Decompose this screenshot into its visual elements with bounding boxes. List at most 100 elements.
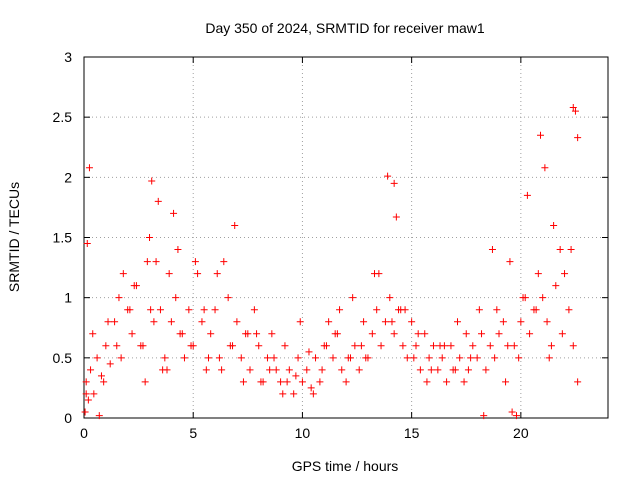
data-point [574, 134, 582, 142]
data-point [381, 318, 389, 326]
data-point [191, 258, 199, 266]
data-point [325, 318, 333, 326]
data-point [146, 234, 154, 241]
data-point [294, 354, 302, 362]
data-point [246, 366, 254, 374]
data-point [388, 318, 396, 326]
data-point [416, 366, 424, 374]
data-point [220, 258, 228, 266]
data-point [130, 282, 138, 290]
data-point [349, 294, 357, 302]
data-point [111, 318, 119, 326]
data-point [569, 342, 577, 350]
data-point [239, 378, 247, 386]
data-point [85, 164, 93, 172]
data-point [556, 246, 564, 254]
data-point [154, 197, 162, 205]
data-point [139, 342, 147, 350]
data-point [215, 354, 223, 362]
data-point [268, 330, 276, 338]
data-point [104, 318, 112, 326]
data-point [475, 306, 483, 314]
data-point [322, 342, 330, 350]
data-point [543, 318, 551, 326]
data-point [491, 354, 499, 362]
data-point [298, 378, 306, 386]
data-point [338, 366, 346, 374]
data-point [147, 306, 155, 314]
data-point [447, 342, 455, 350]
data-point [266, 366, 274, 374]
data-point [384, 172, 392, 180]
data-point [281, 342, 289, 350]
data-point [207, 330, 215, 338]
data-point [194, 270, 202, 278]
data-point [95, 412, 103, 420]
data-point [368, 330, 376, 338]
data-point [486, 342, 494, 350]
data-point [152, 258, 160, 266]
data-point [504, 342, 512, 350]
axis-ticks: 0 0.5 1 1.5 2 2.5 3 0 5 10 15 20 [53, 49, 608, 441]
data-point [449, 366, 457, 374]
data-point [283, 378, 291, 386]
data-point [515, 354, 523, 362]
data-point [571, 107, 579, 115]
data-point [502, 378, 510, 386]
data-point [250, 306, 258, 314]
data-point [305, 348, 313, 356]
data-point [309, 390, 317, 398]
data-point [552, 282, 560, 290]
data-point [539, 294, 547, 302]
data-point [469, 342, 477, 350]
data-point [493, 306, 501, 314]
y-tick-label: 2.5 [53, 109, 73, 125]
data-point [558, 330, 566, 338]
x-tick-label: 10 [295, 425, 311, 441]
data-point [89, 330, 97, 338]
data-point [115, 294, 123, 302]
data-point [270, 354, 278, 362]
data-point [263, 354, 271, 362]
data-point [200, 306, 208, 314]
data-point [362, 354, 370, 362]
data-point [512, 412, 520, 420]
data-point [464, 366, 472, 374]
data-point [303, 366, 311, 374]
data-point [159, 366, 167, 374]
y-tick-label: 2 [64, 169, 72, 185]
data-point [329, 354, 337, 362]
data-point [499, 318, 507, 326]
data-point [279, 390, 287, 398]
x-tick-label: 20 [513, 425, 529, 441]
data-point [510, 342, 518, 350]
data-point [218, 366, 226, 374]
data-point [434, 366, 442, 374]
data-point [506, 258, 514, 266]
data-point [285, 366, 293, 374]
data-point [82, 378, 90, 386]
data-point [93, 354, 101, 362]
data-point [331, 330, 339, 338]
data-point [257, 378, 265, 386]
data-point [443, 378, 451, 386]
data-point [454, 318, 462, 326]
data-point [316, 378, 324, 386]
data-point [233, 318, 241, 326]
data-point [336, 306, 344, 314]
data-point [100, 378, 108, 386]
data-point [211, 306, 219, 314]
data-point [296, 318, 304, 326]
y-tick-label: 1 [64, 290, 72, 306]
data-point [126, 306, 134, 314]
data-point [224, 294, 232, 302]
data-point [467, 354, 475, 362]
data-point [90, 390, 98, 398]
data-point [482, 366, 490, 374]
data-point [567, 246, 575, 254]
grid [84, 57, 608, 418]
data-point [462, 330, 470, 338]
data-point [148, 177, 156, 185]
data-point [495, 330, 503, 338]
data-point [425, 354, 433, 362]
